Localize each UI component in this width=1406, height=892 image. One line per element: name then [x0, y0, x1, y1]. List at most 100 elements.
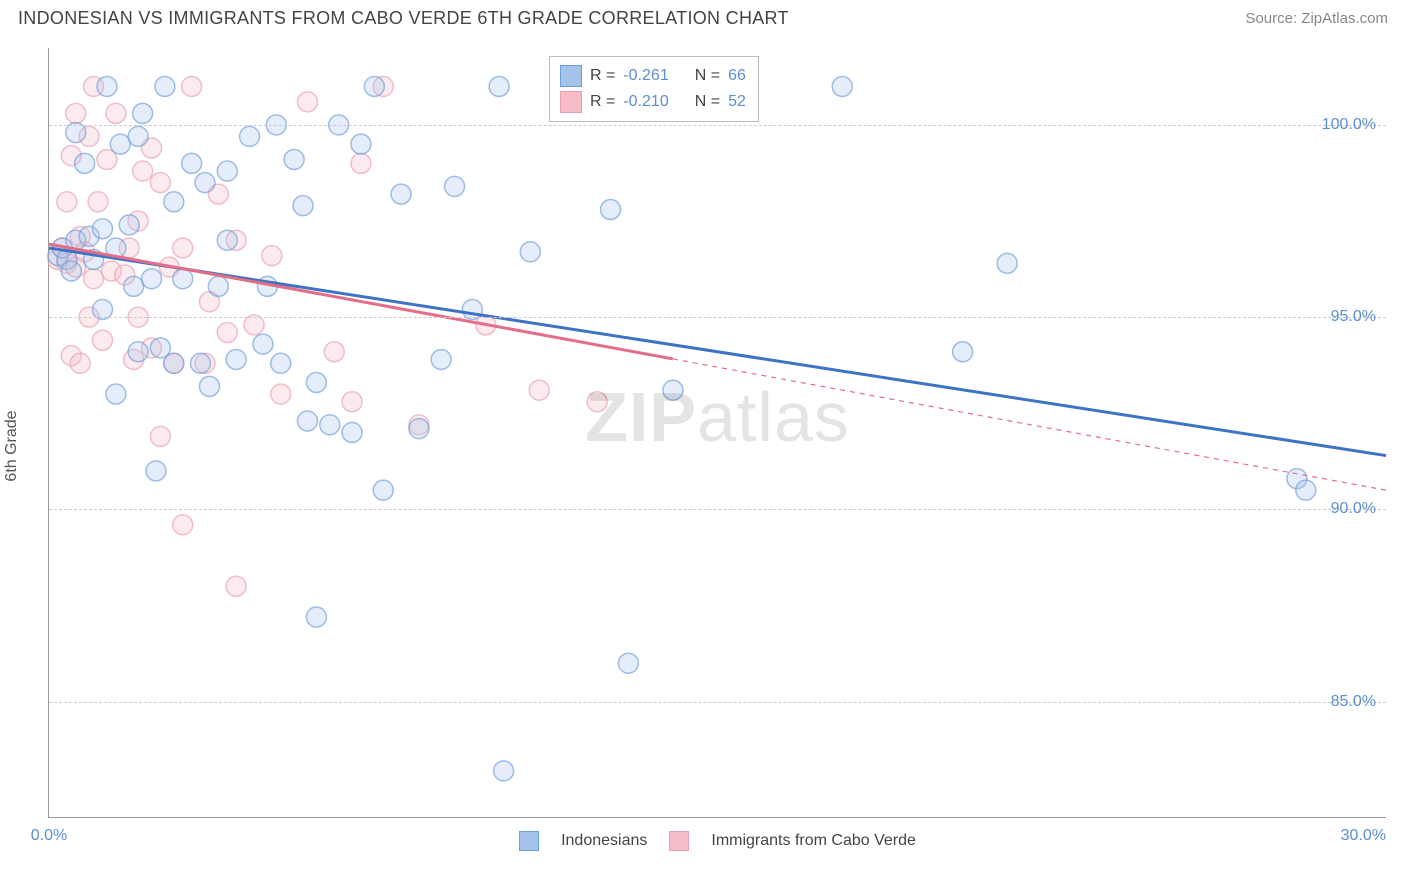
legend-series-label: Immigrants from Cabo Verde [711, 832, 916, 850]
data-point-cabo-verde [324, 342, 344, 362]
legend-series-label: Indonesians [561, 832, 647, 850]
data-point-indonesians [618, 653, 638, 673]
legend-swatch [519, 831, 539, 851]
data-point-indonesians [191, 353, 211, 373]
data-point-cabo-verde [226, 576, 246, 596]
data-point-cabo-verde [150, 426, 170, 446]
grid-line [49, 509, 1386, 510]
data-point-indonesians [373, 480, 393, 500]
data-point-indonesians [182, 153, 202, 173]
data-point-indonesians [445, 176, 465, 196]
data-point-cabo-verde [106, 103, 126, 123]
data-point-cabo-verde [173, 238, 193, 258]
legend-N-value: 66 [728, 67, 746, 85]
legend-row-cabo-verde: R = -0.210 N = 52 [560, 89, 746, 115]
y-tick-label: 90.0% [1331, 500, 1376, 518]
data-point-indonesians [240, 126, 260, 146]
data-point-cabo-verde [217, 323, 237, 343]
data-point-indonesians [106, 384, 126, 404]
data-point-indonesians [391, 184, 411, 204]
data-point-indonesians [832, 76, 852, 96]
data-point-cabo-verde [262, 246, 282, 266]
data-point-indonesians [92, 219, 112, 239]
data-point-indonesians [97, 76, 117, 96]
data-point-cabo-verde [57, 192, 77, 212]
data-point-indonesians [601, 199, 621, 219]
legend-R-label: R = [590, 93, 615, 111]
data-point-cabo-verde [66, 103, 86, 123]
data-point-indonesians [199, 376, 219, 396]
data-point-indonesians [155, 76, 175, 96]
data-point-indonesians [306, 607, 326, 627]
chart-plot-area: ZIPatlas R =-0.261N =66R =-0.210N =52 In… [48, 48, 1386, 818]
data-point-indonesians [520, 242, 540, 262]
series-legend: Indonesians Immigrants from Cabo Verde [49, 831, 1386, 851]
data-point-indonesians [306, 373, 326, 393]
data-point-indonesians [1296, 480, 1316, 500]
grid-line [49, 317, 1386, 318]
y-tick-label: 95.0% [1331, 308, 1376, 326]
y-axis-title: 6th Grade [3, 410, 21, 481]
legend-swatch [669, 831, 689, 851]
data-point-cabo-verde [271, 384, 291, 404]
data-point-indonesians [119, 215, 139, 235]
data-point-indonesians [271, 353, 291, 373]
legend-R-label: R = [590, 67, 615, 85]
data-point-indonesians [75, 153, 95, 173]
data-point-indonesians [297, 411, 317, 431]
data-point-cabo-verde [173, 515, 193, 535]
data-point-cabo-verde [342, 392, 362, 412]
data-point-cabo-verde [297, 92, 317, 112]
y-tick-label: 100.0% [1322, 116, 1376, 134]
data-point-indonesians [351, 134, 371, 154]
data-point-indonesians [253, 334, 273, 354]
grid-line [49, 702, 1386, 703]
data-point-indonesians [226, 349, 246, 369]
legend-R-value: -0.210 [623, 93, 668, 111]
data-point-indonesians [124, 276, 144, 296]
data-point-indonesians [663, 380, 683, 400]
data-point-cabo-verde [587, 392, 607, 412]
data-point-indonesians [431, 349, 451, 369]
regression-line-cabo-verde [49, 244, 673, 359]
data-point-cabo-verde [529, 380, 549, 400]
grid-line [49, 125, 1386, 126]
data-point-indonesians [489, 76, 509, 96]
legend-N-value: 52 [728, 93, 746, 111]
data-point-indonesians [133, 103, 153, 123]
legend-R-value: -0.261 [623, 67, 668, 85]
data-point-cabo-verde [70, 353, 90, 373]
data-point-indonesians [164, 192, 184, 212]
regression-line-indonesians [49, 248, 1386, 456]
chart-title: INDONESIAN VS IMMIGRANTS FROM CABO VERDE… [18, 8, 789, 29]
data-point-cabo-verde [182, 76, 202, 96]
data-point-indonesians [128, 126, 148, 146]
data-point-indonesians [953, 342, 973, 362]
data-point-indonesians [364, 76, 384, 96]
data-point-indonesians [217, 230, 237, 250]
data-point-indonesians [494, 761, 514, 781]
data-point-indonesians [61, 261, 81, 281]
data-point-indonesians [128, 342, 148, 362]
y-tick-label: 85.0% [1331, 693, 1376, 711]
source-label: Source: ZipAtlas.com [1245, 10, 1388, 27]
data-point-indonesians [342, 423, 362, 443]
data-point-indonesians [195, 173, 215, 193]
data-point-cabo-verde [88, 192, 108, 212]
data-point-indonesians [110, 134, 130, 154]
data-point-indonesians [217, 161, 237, 181]
legend-row-indonesians: R = -0.261 N = 66 [560, 63, 746, 89]
legend-swatch [560, 91, 582, 113]
data-point-cabo-verde [133, 161, 153, 181]
legend-N-label: N = [695, 67, 720, 85]
title-bar: INDONESIAN VS IMMIGRANTS FROM CABO VERDE… [0, 0, 1406, 33]
data-point-indonesians [173, 269, 193, 289]
data-point-indonesians [208, 276, 228, 296]
legend-N-label: N = [695, 93, 720, 111]
x-tick-label: 0.0% [31, 827, 67, 845]
data-point-indonesians [997, 253, 1017, 273]
data-point-indonesians [293, 196, 313, 216]
data-point-cabo-verde [92, 330, 112, 350]
legend-swatch [560, 65, 582, 87]
data-point-indonesians [409, 419, 429, 439]
